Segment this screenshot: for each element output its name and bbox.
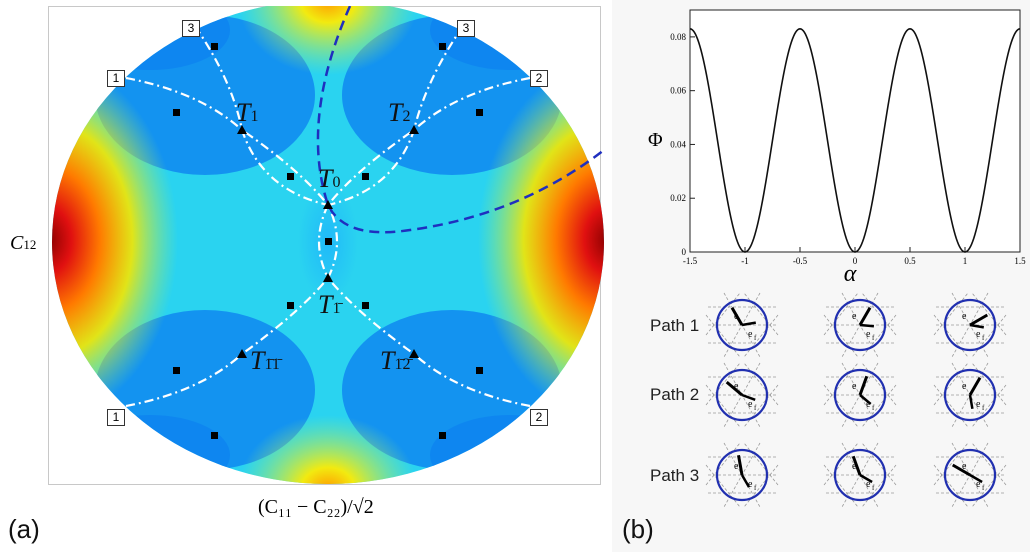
x-tick-label: -0.5 bbox=[793, 256, 808, 266]
vector-ef-label: e bbox=[976, 399, 981, 410]
vector-arrow bbox=[968, 394, 974, 410]
path-1-diagram-2: ee f bbox=[822, 291, 898, 359]
vector-ef-sub: f bbox=[754, 334, 757, 342]
vector-ef-sub: f bbox=[982, 404, 985, 412]
plot-y-label: Φ bbox=[648, 129, 663, 151]
vector-ef-label: e bbox=[748, 329, 753, 340]
vector-e-label: e bbox=[852, 381, 857, 392]
path-1-diagram-1: ee f bbox=[704, 291, 780, 359]
vector-ef-sub: f bbox=[982, 484, 985, 492]
vector-arrow bbox=[969, 473, 983, 484]
panel-a-label: (a) bbox=[8, 514, 40, 544]
vector-arrow bbox=[741, 393, 756, 401]
vector-arrow bbox=[740, 474, 751, 488]
vector-ef-sub: f bbox=[754, 404, 757, 412]
path-1-label: Path 1 bbox=[650, 316, 700, 335]
phi-plot: -1.5 -1 -0.5 0 0.5 1 1.5 0 0.02 0.04 0.06 0.08 Φ α bbox=[648, 9, 1026, 285]
path-3-diagram-1: ee f bbox=[704, 441, 780, 509]
x-tick-label: 1 bbox=[963, 256, 968, 266]
path-tag-2-top: 2 bbox=[530, 70, 548, 87]
panel-b-label: (b) bbox=[622, 514, 654, 544]
plot-x-label: α bbox=[844, 261, 857, 285]
vector-ef-label: e bbox=[866, 399, 871, 410]
vertex-t0-label: T0 bbox=[318, 164, 341, 193]
vector-ef-sub: f bbox=[982, 334, 985, 342]
path-3-label: Path 3 bbox=[650, 466, 700, 485]
path-tag-3-left: 3 bbox=[182, 20, 200, 37]
vector-arrow bbox=[741, 321, 757, 327]
vector-e-label: e bbox=[734, 461, 739, 472]
vector-e-label: e bbox=[852, 311, 857, 322]
path-3-diagram-3: ee f bbox=[932, 441, 1008, 509]
panel-a-x-label: (C₁₁ − C₂₂)/√2 bbox=[258, 496, 374, 518]
vector-ef-label: e bbox=[748, 479, 753, 490]
y-tick-label: 0.02 bbox=[670, 193, 686, 203]
x-tick-label: 0.5 bbox=[904, 256, 916, 266]
vertex-t1-label: T1 bbox=[236, 98, 259, 127]
vector-ef-sub: f bbox=[872, 404, 875, 412]
vector-ef-sub: f bbox=[872, 334, 875, 342]
vector-e-label: e bbox=[734, 381, 739, 392]
y-tick-label: 0 bbox=[682, 247, 687, 257]
vector-arrow bbox=[858, 375, 869, 396]
vertex-tbar12-label: T1̄2̄ bbox=[380, 346, 411, 375]
path-3-diagram-2: ee f bbox=[822, 441, 898, 509]
vector-e-label: e bbox=[962, 381, 967, 392]
path-2-label: Path 2 bbox=[650, 385, 700, 404]
path-diagrams: ee fee fee fee fee fee fee fee fee f bbox=[704, 291, 1008, 509]
y-tick-label: 0.08 bbox=[670, 32, 686, 42]
vertex-t2-label: T2 bbox=[388, 98, 411, 127]
path-tag-2-bottom: 2 bbox=[530, 409, 548, 426]
path-2-diagram-1: ee f bbox=[704, 361, 780, 429]
path-2-diagram-3: ee f bbox=[932, 361, 1008, 429]
vector-arrow bbox=[969, 323, 985, 329]
vector-arrow bbox=[951, 463, 971, 477]
vector-arrow bbox=[968, 376, 982, 396]
x-tick-label: -1.5 bbox=[683, 256, 698, 266]
vector-arrow bbox=[858, 306, 872, 326]
vector-ef-label: e bbox=[748, 399, 753, 410]
vector-ef-label: e bbox=[976, 329, 981, 340]
path-2-diagram-2: ee f bbox=[822, 361, 898, 429]
x-tick-label: 0 bbox=[853, 256, 858, 266]
vector-e-label: e bbox=[852, 461, 857, 472]
x-tick-label: 1.5 bbox=[1014, 256, 1026, 266]
vertex-tbar1-label: T1̄ bbox=[318, 290, 341, 319]
vector-ef-label: e bbox=[866, 479, 871, 490]
vector-ef-label: e bbox=[866, 329, 871, 340]
path-tag-1-bottom: 1 bbox=[107, 409, 125, 426]
path-tag-3-right: 3 bbox=[457, 20, 475, 37]
vector-e-label: e bbox=[962, 311, 967, 322]
vector-arrow bbox=[725, 380, 743, 397]
panel-a-y-label: C12 bbox=[10, 232, 37, 254]
y-tick-label: 0.04 bbox=[670, 139, 686, 149]
vector-e-label: e bbox=[962, 461, 967, 472]
vector-arrow bbox=[730, 306, 744, 326]
vector-arrow bbox=[859, 323, 875, 328]
vector-ef-sub: f bbox=[754, 484, 757, 492]
vector-arrow bbox=[969, 313, 989, 327]
vector-arrow bbox=[859, 473, 873, 484]
path-tag-1-top: 1 bbox=[107, 70, 125, 87]
energy-landscape bbox=[52, 6, 605, 484]
vector-arrow bbox=[737, 455, 744, 476]
y-tick-label: 0.06 bbox=[670, 86, 686, 96]
vector-ef-label: e bbox=[976, 479, 981, 490]
path-1-diagram-3: ee f bbox=[932, 291, 1008, 359]
vertex-tbar11-label: T1̄1̄ bbox=[250, 346, 280, 375]
vector-arrow bbox=[851, 455, 862, 476]
vector-e-label: e bbox=[734, 311, 739, 322]
vector-ef-sub: f bbox=[872, 484, 875, 492]
vector-arrow bbox=[859, 394, 872, 405]
phi-curve bbox=[689, 28, 1021, 253]
x-tick-label: -1 bbox=[741, 256, 749, 266]
